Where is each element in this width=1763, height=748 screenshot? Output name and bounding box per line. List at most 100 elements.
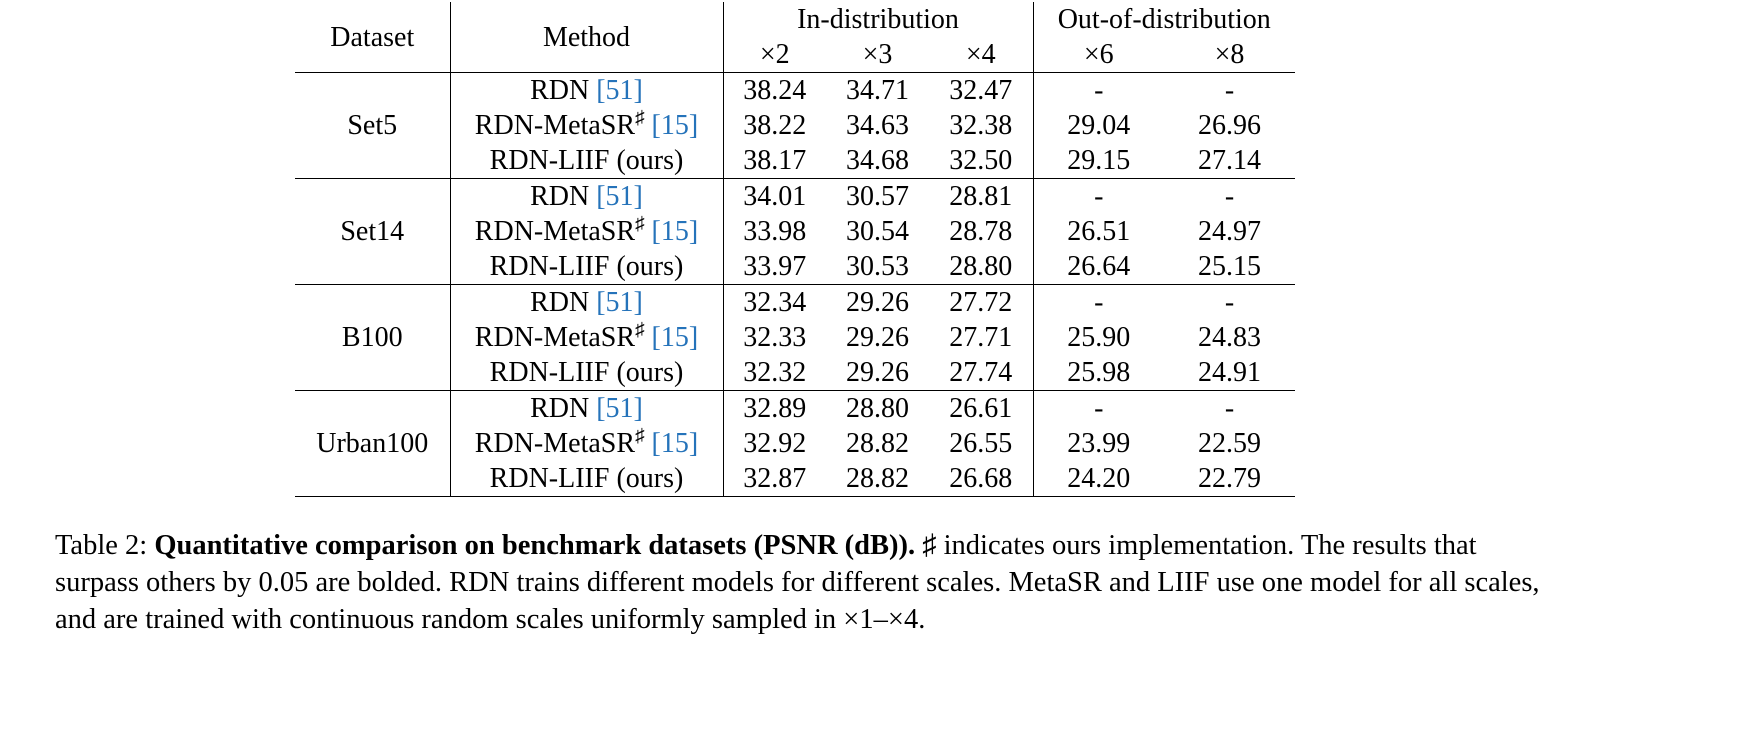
method-cell: RDN-MetaSR♯ [15] bbox=[450, 425, 724, 461]
psnr-value: - bbox=[1224, 75, 1235, 106]
psnr-value: - bbox=[1224, 181, 1235, 212]
header-row-groups: Dataset Method In-distribution Out-of-di… bbox=[295, 2, 1295, 73]
psnr-value: 32.47 bbox=[929, 72, 1034, 108]
psnr-value: 25.90 bbox=[1067, 322, 1131, 353]
method-cell: RDN-MetaSR♯ [15] bbox=[450, 319, 724, 355]
table-row: Set5 RDN [51] 38.24 34.71 32.47 - - bbox=[295, 72, 1295, 179]
citation-link[interactable]: [15] bbox=[651, 428, 699, 459]
psnr-value: 32.38 bbox=[929, 108, 1034, 143]
psnr-value: 28.81 bbox=[929, 178, 1034, 214]
psnr-value: 24.83 bbox=[1198, 322, 1261, 353]
method-cell: RDN [51] bbox=[450, 284, 724, 320]
sharp-symbol: ♯ bbox=[635, 319, 645, 341]
psnr-value: 29.04 bbox=[1067, 110, 1131, 141]
psnr-value: - bbox=[1094, 181, 1104, 212]
results-table: Dataset Method In-distribution Out-of-di… bbox=[295, 2, 1295, 497]
psnr-value: 32.34 bbox=[743, 287, 807, 318]
header-scale-x6: ×6 bbox=[1033, 37, 1164, 73]
citation-link[interactable]: [15] bbox=[651, 322, 699, 353]
method-cell: RDN-LIIF (ours) bbox=[450, 355, 724, 391]
citation-link[interactable]: [51] bbox=[596, 181, 643, 212]
psnr-value: 25.98 bbox=[1033, 355, 1164, 391]
psnr-value: 26.51 bbox=[1067, 216, 1131, 247]
table-row: RDN-LIIF (ours) 38.17 34.68 32.50 29.15 27.14 bbox=[295, 143, 1295, 179]
psnr-value: 29.26 bbox=[846, 322, 909, 353]
psnr-value: 30.57 bbox=[846, 181, 909, 212]
psnr-value: 27.72 bbox=[929, 284, 1034, 320]
psnr-value: 24.91 bbox=[1164, 355, 1295, 391]
header-method: Method bbox=[450, 2, 724, 73]
psnr-value: 29.26 bbox=[826, 355, 929, 391]
citation-link[interactable]: [51] bbox=[596, 393, 643, 424]
psnr-value: 30.54 bbox=[846, 216, 909, 247]
citation-link[interactable]: [51] bbox=[596, 287, 643, 318]
psnr-value: 28.80 bbox=[846, 393, 909, 424]
psnr-value: 24.20 bbox=[1033, 461, 1164, 497]
dataset-cell: Set5 bbox=[295, 72, 451, 179]
method-cell: RDN-LIIF (ours) bbox=[450, 249, 724, 285]
psnr-value: 33.97 bbox=[723, 249, 826, 285]
psnr-value: 34.01 bbox=[743, 181, 807, 212]
psnr-value: 32.89 bbox=[743, 393, 807, 424]
psnr-value: 27.71 bbox=[929, 320, 1034, 355]
psnr-value: - bbox=[1094, 393, 1104, 424]
psnr-value: 32.87 bbox=[723, 461, 826, 497]
citation-link[interactable]: [15] bbox=[651, 110, 699, 141]
method-cell: RDN-LIIF (ours) bbox=[450, 461, 724, 497]
citation-link[interactable]: [51] bbox=[596, 75, 643, 106]
caption-label: Table 2: bbox=[55, 530, 155, 561]
psnr-value: 26.96 bbox=[1198, 110, 1261, 141]
table-body: Set5 RDN [51] 38.24 34.71 32.47- - RDN-MetaSR♯… bbox=[295, 72, 1295, 497]
psnr-value: 27.14 bbox=[1164, 143, 1295, 179]
header-scale-x3: ×3 bbox=[826, 37, 929, 73]
psnr-value: 28.80 bbox=[929, 249, 1034, 285]
header-in-distribution: In-distribution bbox=[723, 2, 1034, 37]
table-row: B100 RDN [51] 32.34 29.26 27.72- - bbox=[295, 284, 1295, 391]
psnr-value: 38.17 bbox=[723, 143, 826, 179]
table-row: RDN-MetaSR♯ [15] 32.33 29.26 27.71 25.90 24.8… bbox=[295, 320, 1295, 355]
table-row: Urban100 RDN [51] 32.89 28.80 26.61 - - bbox=[295, 390, 1295, 497]
psnr-value: 32.92 bbox=[743, 428, 807, 459]
header-out-of-distribution: Out-of-distribution bbox=[1057, 4, 1271, 35]
psnr-value: - bbox=[1094, 287, 1104, 318]
psnr-value: 26.61 bbox=[929, 390, 1034, 426]
psnr-value: 28.82 bbox=[826, 461, 929, 497]
caption-body-text: ♯ indicates ours implementation. The res… bbox=[55, 530, 1540, 635]
psnr-value: 22.59 bbox=[1198, 428, 1261, 459]
table-row: RDN-MetaSR♯ [15] 33.98 30.54 28.78 26.51 24.9… bbox=[295, 214, 1295, 249]
sharp-symbol: ♯ bbox=[635, 425, 645, 447]
psnr-value: 32.33 bbox=[743, 322, 807, 353]
psnr-value: 32.32 bbox=[723, 355, 826, 391]
method-cell: RDN [51] bbox=[450, 72, 724, 108]
table-row: RDN-LIIF (ours) 32.87 28.82 26.68 24.20 22.79 bbox=[295, 461, 1295, 497]
method-cell: RDN-MetaSR♯ [15] bbox=[450, 214, 724, 249]
psnr-value: 33.98 bbox=[743, 216, 807, 247]
psnr-value: 29.15 bbox=[1033, 143, 1164, 179]
table-row: RDN-MetaSR♯ [15] 32.92 28.82 26.55 23.99 22.5… bbox=[295, 426, 1295, 461]
header-scale-x4: ×4 bbox=[929, 37, 1034, 73]
dataset-cell: Set14 bbox=[295, 178, 451, 285]
psnr-value: 26.68 bbox=[929, 461, 1034, 497]
method-cell: RDN-MetaSR♯ [15] bbox=[450, 108, 724, 143]
psnr-value: 30.53 bbox=[826, 249, 929, 285]
table-row: RDN-MetaSR♯ [15] 38.22 34.63 32.38 29.04 26.9… bbox=[295, 108, 1295, 143]
psnr-value: 34.68 bbox=[826, 143, 929, 179]
citation-link[interactable]: [15] bbox=[651, 216, 699, 247]
psnr-value: 23.99 bbox=[1067, 428, 1131, 459]
psnr-value: 27.74 bbox=[929, 355, 1034, 391]
psnr-value: 26.64 bbox=[1033, 249, 1164, 285]
psnr-value: - bbox=[1094, 75, 1104, 106]
psnr-value: 24.97 bbox=[1198, 216, 1261, 247]
psnr-value: 28.82 bbox=[846, 428, 909, 459]
method-cell: RDN [51] bbox=[450, 178, 724, 214]
psnr-value: - bbox=[1224, 393, 1235, 424]
dataset-cell: B100 bbox=[295, 284, 451, 391]
psnr-value: 34.71 bbox=[846, 75, 909, 106]
psnr-value: 32.50 bbox=[929, 143, 1034, 179]
header-scale-x8: ×8 bbox=[1164, 37, 1295, 73]
psnr-value: 22.79 bbox=[1164, 461, 1295, 497]
method-cell: RDN-LIIF (ours) bbox=[450, 143, 724, 179]
dataset-cell: Urban100 bbox=[295, 390, 451, 497]
psnr-value: 25.15 bbox=[1164, 249, 1295, 285]
